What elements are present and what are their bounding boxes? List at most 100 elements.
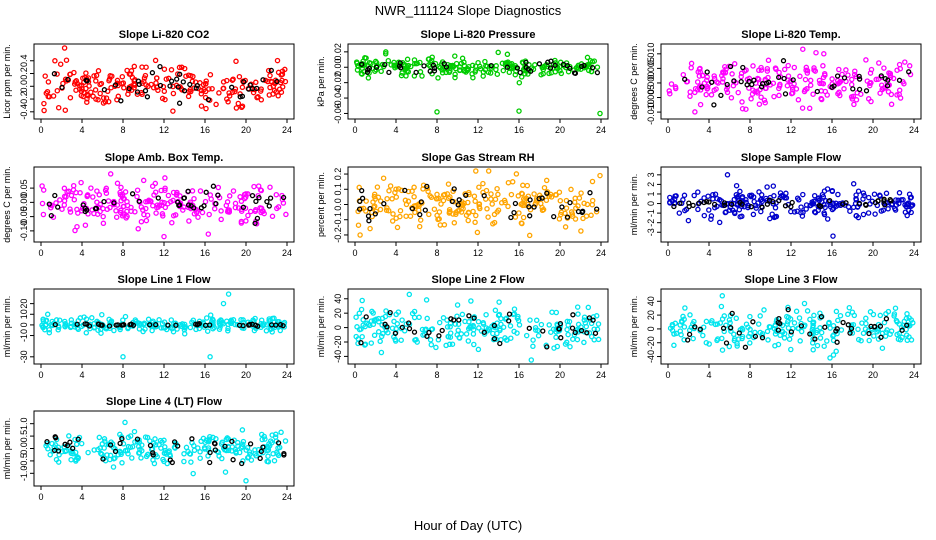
data-point: [57, 61, 64, 67]
data-point: [906, 63, 913, 69]
data-point: [440, 197, 447, 204]
data-point: [718, 303, 725, 310]
data-point: [548, 69, 555, 76]
data-point: [233, 105, 240, 111]
panel-ylabel: kPa per min.: [316, 56, 326, 107]
x-tick-label: 8: [434, 125, 439, 135]
data-point: [398, 72, 405, 79]
outlier-point: [830, 233, 836, 239]
data-point: [776, 92, 782, 99]
data-point: [360, 317, 366, 323]
data-point-black: [84, 321, 90, 327]
data-point-black: [187, 81, 193, 88]
data-point-black: [386, 69, 392, 76]
data-point: [786, 336, 793, 342]
data-point-black: [253, 198, 259, 205]
data-point: [61, 193, 68, 200]
y-tick-label: -0.10: [19, 221, 29, 242]
data-point-black: [749, 81, 755, 88]
data-point-black: [834, 339, 840, 345]
y-tick-label: -20: [333, 335, 343, 348]
data-point-black: [194, 322, 200, 328]
data-point-black: [449, 198, 455, 205]
data-point-black: [147, 442, 154, 449]
data-point: [719, 335, 725, 342]
data-point: [568, 186, 574, 193]
data-point-black: [100, 456, 106, 462]
data-point: [703, 91, 709, 98]
data-point: [452, 74, 458, 81]
data-point: [775, 341, 782, 348]
data-point: [224, 435, 231, 441]
data-point: [365, 75, 372, 81]
data-point-black: [748, 204, 754, 210]
data-point: [164, 460, 170, 467]
data-point: [728, 95, 735, 101]
x-tick-label: 8: [120, 492, 125, 502]
data-point: [253, 79, 259, 86]
data-point: [452, 71, 458, 78]
data-point-black: [185, 202, 192, 208]
data-point: [475, 346, 482, 353]
x-tick-label: 24: [596, 125, 606, 135]
data-point: [91, 210, 97, 217]
data-point: [511, 311, 518, 317]
data-point: [251, 327, 258, 334]
data-point-black: [744, 82, 750, 88]
data-point-black: [258, 448, 264, 455]
x-tick-label: 0: [38, 492, 43, 502]
series-black: [359, 58, 601, 76]
x-tick-label: 20: [555, 370, 565, 380]
data-point: [162, 185, 168, 191]
data-point-black: [740, 64, 746, 71]
data-point: [245, 212, 251, 219]
data-point-black: [356, 206, 363, 212]
data-point: [141, 75, 148, 81]
data-point: [131, 428, 138, 435]
data-point: [858, 91, 864, 97]
data-point: [867, 80, 873, 87]
data-point: [802, 76, 809, 83]
x-tick-label: 8: [434, 370, 439, 380]
data-point-black: [875, 198, 881, 204]
data-point: [154, 202, 161, 208]
data-point: [173, 192, 180, 198]
data-point: [516, 210, 522, 216]
data-point: [419, 326, 426, 333]
data-point: [82, 222, 89, 228]
data-point: [368, 340, 375, 346]
data-point: [593, 208, 600, 215]
data-point: [672, 320, 679, 327]
data-point-black: [704, 69, 710, 75]
data-point: [207, 312, 214, 318]
y-tick-label: 0.4: [19, 55, 29, 68]
data-point-black: [720, 325, 727, 331]
data-point: [143, 82, 149, 88]
data-point-black: [551, 213, 557, 220]
data-point: [236, 449, 243, 456]
data-point: [548, 329, 554, 335]
data-point-black: [267, 195, 274, 201]
data-point: [359, 297, 365, 304]
data-point: [795, 325, 801, 332]
data-point: [398, 187, 405, 194]
data-point: [523, 332, 530, 339]
data-point: [711, 73, 717, 79]
data-point: [757, 313, 763, 319]
data-point: [137, 446, 143, 453]
data-point: [252, 207, 259, 213]
data-point: [569, 211, 576, 217]
data-point: [475, 59, 481, 66]
x-tick-label: 4: [79, 370, 84, 380]
x-tick-label: 12: [159, 370, 169, 380]
data-point: [46, 329, 53, 336]
data-point: [902, 59, 908, 65]
data-point: [802, 87, 808, 93]
data-point: [483, 325, 490, 331]
data-point-black: [253, 322, 259, 328]
data-point-black: [246, 322, 252, 328]
data-point: [247, 208, 254, 215]
data-point: [257, 187, 264, 193]
data-point: [162, 96, 168, 103]
data-point: [678, 331, 684, 338]
